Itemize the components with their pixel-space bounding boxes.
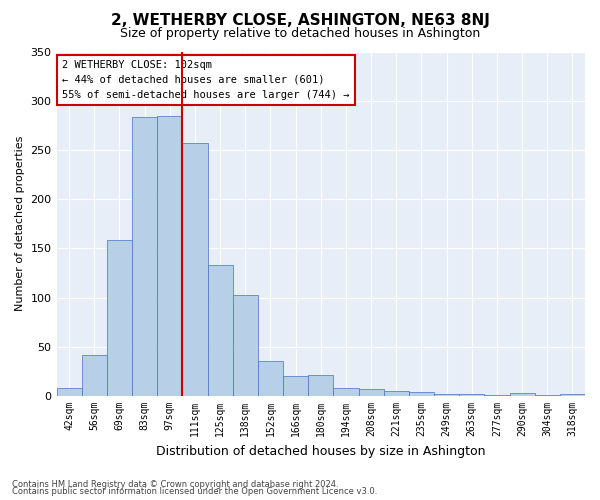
Bar <box>233 294 258 396</box>
Bar <box>359 389 383 396</box>
Y-axis label: Number of detached properties: Number of detached properties <box>15 136 25 312</box>
Bar <box>208 265 233 396</box>
Bar <box>509 393 535 396</box>
Bar <box>459 394 484 396</box>
Bar <box>535 395 560 396</box>
Bar <box>56 388 82 396</box>
Bar <box>132 118 157 396</box>
Bar <box>434 394 459 396</box>
Bar <box>484 395 509 396</box>
Text: Contains public sector information licensed under the Open Government Licence v3: Contains public sector information licen… <box>12 487 377 496</box>
Text: Size of property relative to detached houses in Ashington: Size of property relative to detached ho… <box>120 28 480 40</box>
Bar <box>334 388 359 396</box>
Text: 2, WETHERBY CLOSE, ASHINGTON, NE63 8NJ: 2, WETHERBY CLOSE, ASHINGTON, NE63 8NJ <box>110 12 490 28</box>
Bar <box>560 394 585 396</box>
Bar <box>157 116 182 396</box>
Bar <box>258 360 283 396</box>
Bar <box>283 376 308 396</box>
Bar <box>107 240 132 396</box>
Text: 2 WETHERBY CLOSE: 102sqm
← 44% of detached houses are smaller (601)
55% of semi-: 2 WETHERBY CLOSE: 102sqm ← 44% of detach… <box>62 60 349 100</box>
X-axis label: Distribution of detached houses by size in Ashington: Distribution of detached houses by size … <box>156 444 485 458</box>
Bar <box>409 392 434 396</box>
Bar <box>82 354 107 396</box>
Bar <box>308 376 334 396</box>
Bar <box>182 143 208 396</box>
Bar <box>383 391 409 396</box>
Text: Contains HM Land Registry data © Crown copyright and database right 2024.: Contains HM Land Registry data © Crown c… <box>12 480 338 489</box>
